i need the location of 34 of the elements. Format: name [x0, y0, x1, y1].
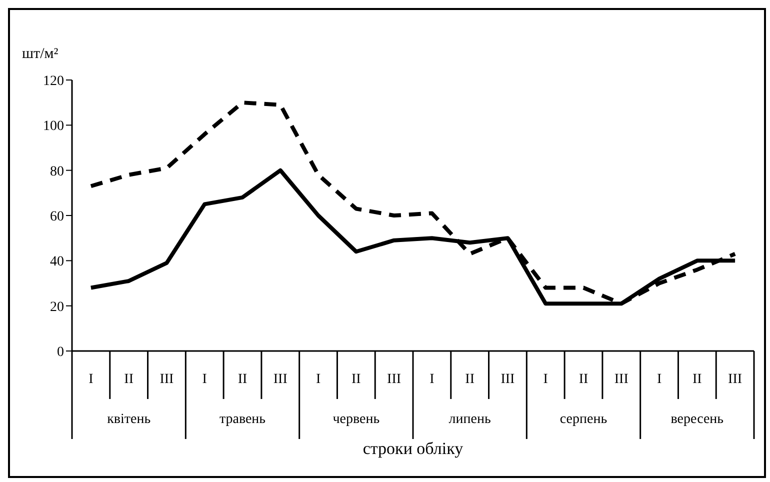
y-tick-label: 100	[43, 119, 64, 134]
x-tick-label: I	[430, 372, 435, 387]
x-tick-label: III	[728, 372, 742, 387]
x-tick-label: III	[500, 372, 516, 387]
text: вересень	[670, 412, 724, 427]
x-tick-label: III	[160, 372, 174, 387]
text: травень	[219, 412, 266, 427]
text: червень	[332, 412, 380, 427]
x-tick-label: II	[238, 372, 248, 387]
x-tick-label: I	[88, 372, 94, 387]
text: серпень	[560, 412, 608, 427]
x-tick-label: II	[352, 372, 362, 387]
text: липень	[448, 412, 491, 427]
y-tick-label: 40	[50, 254, 64, 270]
y-tick-label: 120	[43, 74, 64, 89]
x-tick-label: II	[578, 372, 588, 387]
x-tick-label: III	[614, 372, 629, 387]
line-series	[88, 100, 738, 306]
x-tick-label: II	[124, 372, 134, 387]
y-tick-label: 20	[50, 300, 64, 315]
y-axis-title: шт/м²	[22, 46, 59, 62]
y-tick-label: 80	[50, 164, 64, 180]
y-tick-label: 60	[50, 209, 64, 224]
x-tick-label: I	[543, 372, 548, 387]
x-tick-label: III	[273, 372, 288, 387]
x-tick-label: I	[316, 372, 321, 387]
y-tick-label: 0	[57, 344, 64, 360]
x-tick-label: I	[202, 372, 208, 387]
x-tick-label: III	[387, 372, 402, 387]
text: квітень	[107, 412, 151, 427]
x-tick-label: II	[465, 372, 475, 387]
x-axis-title: строки обліку	[362, 439, 464, 458]
x-tick-label: I	[656, 372, 662, 387]
x-tick-label: II	[692, 372, 702, 387]
